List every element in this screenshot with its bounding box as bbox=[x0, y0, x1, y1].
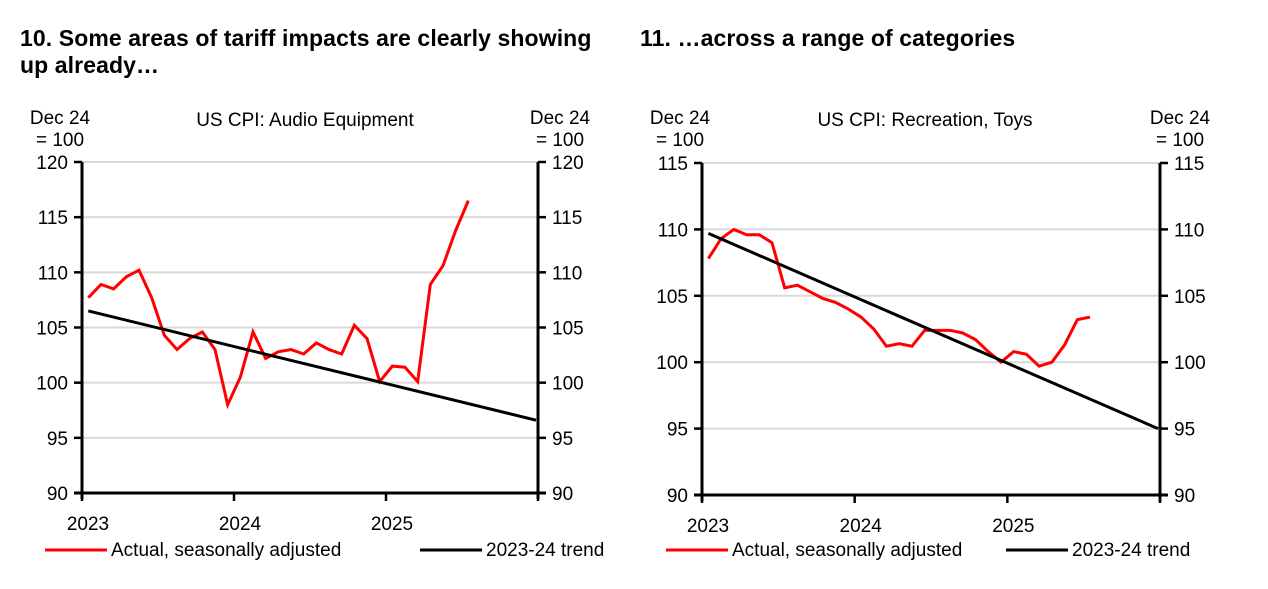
y-tick-label-right: 115 bbox=[1174, 154, 1204, 175]
y-tick-label-left: 90 bbox=[47, 484, 68, 505]
x-tick-label: 2024 bbox=[219, 514, 262, 535]
y-tick-label-left: 95 bbox=[47, 429, 68, 450]
y-unit-label-right-line1: Dec 24 bbox=[1150, 108, 1211, 129]
series-line-actual bbox=[707, 227, 1091, 368]
y-unit-label-right-line1: Dec 24 bbox=[530, 108, 591, 129]
legend-label-actual: Actual, seasonally adjusted bbox=[732, 540, 962, 561]
y-tick-label-left: 100 bbox=[656, 353, 688, 374]
y-tick-label-right: 115 bbox=[552, 208, 582, 229]
y-tick-label-right: 105 bbox=[552, 319, 584, 340]
x-tick-label: 2025 bbox=[371, 514, 413, 535]
legend-label-actual: Actual, seasonally adjusted bbox=[111, 540, 341, 561]
y-unit-label-right-line2: = 100 bbox=[536, 130, 584, 151]
x-tick-label: 2023 bbox=[687, 516, 729, 537]
y-tick-label-right: 100 bbox=[1174, 353, 1206, 374]
x-tick-label: 2023 bbox=[67, 514, 109, 535]
y-unit-label-left-line1: Dec 24 bbox=[30, 108, 91, 129]
y-tick-label-right: 120 bbox=[552, 153, 584, 174]
y-tick-label-right: 100 bbox=[552, 374, 584, 395]
series-line-trend bbox=[87, 309, 537, 422]
chart-audio-equipment: 90 90 95 95 100 100 105 105 110 110 115 115 120 120 20… bbox=[30, 108, 604, 561]
y-tick-label-left: 120 bbox=[36, 153, 68, 174]
y-tick-label-left: 115 bbox=[38, 208, 68, 229]
y-tick-label-right: 110 bbox=[1174, 220, 1204, 241]
y-tick-label-right: 90 bbox=[1174, 486, 1195, 507]
x-tick-label: 2025 bbox=[992, 516, 1034, 537]
y-tick-label-right: 105 bbox=[1174, 287, 1206, 308]
y-tick-label-right: 110 bbox=[552, 263, 582, 284]
legend-label-trend: 2023-24 trend bbox=[1072, 540, 1190, 561]
legend-label-trend: 2023-24 trend bbox=[486, 540, 604, 561]
y-tick-label-right: 90 bbox=[552, 484, 573, 505]
x-tick-label: 2024 bbox=[840, 516, 883, 537]
y-tick-label-right: 95 bbox=[552, 429, 573, 450]
y-tick-label-left: 90 bbox=[667, 486, 688, 507]
y-tick-label-left: 105 bbox=[36, 319, 68, 340]
y-tick-label-left: 115 bbox=[658, 154, 688, 175]
series-line-trend bbox=[707, 232, 1159, 430]
panel-heading-right: 11. …across a range of categories bbox=[640, 25, 1016, 51]
chart-title: US CPI: Recreation, Toys bbox=[817, 110, 1032, 131]
y-tick-label-left: 110 bbox=[38, 263, 68, 284]
panel-heading-left: 10. Some areas of tariff impacts are cle… bbox=[20, 25, 592, 78]
y-tick-label-left: 95 bbox=[667, 420, 688, 441]
y-tick-label-left: 100 bbox=[36, 374, 68, 395]
chart-title: US CPI: Audio Equipment bbox=[196, 110, 414, 131]
y-tick-label-right: 95 bbox=[1174, 420, 1195, 441]
y-tick-label-left: 105 bbox=[656, 287, 688, 308]
y-unit-label-right-line2: = 100 bbox=[1156, 130, 1204, 151]
y-unit-label-left-line1: Dec 24 bbox=[650, 108, 711, 129]
y-tick-label-left: 110 bbox=[658, 220, 688, 241]
y-unit-label-left-line2: = 100 bbox=[36, 130, 84, 151]
y-unit-label-left-line2: = 100 bbox=[656, 130, 704, 151]
